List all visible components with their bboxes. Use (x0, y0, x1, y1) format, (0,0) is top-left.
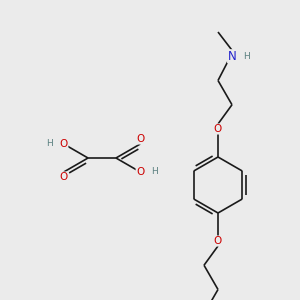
Text: O: O (136, 134, 144, 144)
Text: O: O (136, 167, 144, 177)
Text: N: N (228, 50, 236, 63)
Text: H: H (46, 140, 53, 148)
Text: O: O (214, 124, 222, 134)
Text: H: H (151, 167, 158, 176)
Text: O: O (60, 139, 68, 149)
Text: O: O (214, 236, 222, 246)
Text: O: O (60, 172, 68, 182)
Text: H: H (243, 52, 249, 61)
